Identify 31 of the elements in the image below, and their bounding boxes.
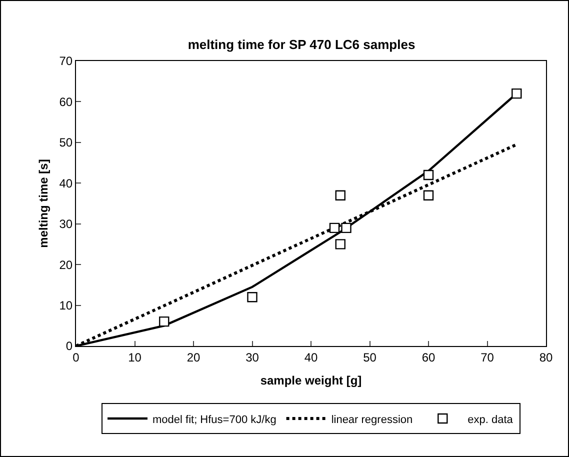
x-tick-label: 70 bbox=[480, 350, 494, 364]
y-tick-label: 60 bbox=[59, 94, 73, 109]
point bbox=[512, 88, 522, 99]
x-axis-title: sample weight [g] bbox=[260, 373, 362, 388]
x-tick-label: 40 bbox=[304, 350, 318, 364]
y-tick-label: 30 bbox=[59, 217, 73, 232]
y-tick-label: 0 bbox=[66, 339, 73, 354]
y-tick-label: 50 bbox=[59, 136, 73, 150]
point bbox=[423, 170, 434, 180]
legend-label: exp. data bbox=[468, 414, 514, 426]
point bbox=[335, 239, 346, 250]
point bbox=[329, 222, 340, 234]
y-tick-label: 20 bbox=[59, 258, 73, 272]
y-tick-label: 40 bbox=[59, 176, 73, 190]
point bbox=[423, 190, 434, 200]
x-tick-label: 80 bbox=[539, 350, 553, 364]
x-tick-label: 20 bbox=[186, 350, 200, 364]
legend-label: model fit; Hfus=700 kJ/kg bbox=[152, 414, 276, 426]
x-tick-label: 30 bbox=[246, 350, 260, 364]
point bbox=[341, 222, 352, 234]
y-tick-label: 70 bbox=[59, 54, 73, 68]
y-axis-title: melting time [s] bbox=[36, 159, 51, 248]
point bbox=[335, 190, 346, 200]
x-tick-label: 50 bbox=[363, 350, 377, 364]
chart-title: melting time for SP 470 LC6 samples bbox=[188, 36, 416, 52]
legend-label: linear regression bbox=[331, 414, 413, 426]
x-tick-label: 10 bbox=[128, 350, 142, 364]
y-tick-label: 10 bbox=[59, 298, 73, 312]
x-tick-label: 60 bbox=[422, 350, 436, 364]
point bbox=[247, 292, 258, 302]
point bbox=[159, 316, 170, 327]
